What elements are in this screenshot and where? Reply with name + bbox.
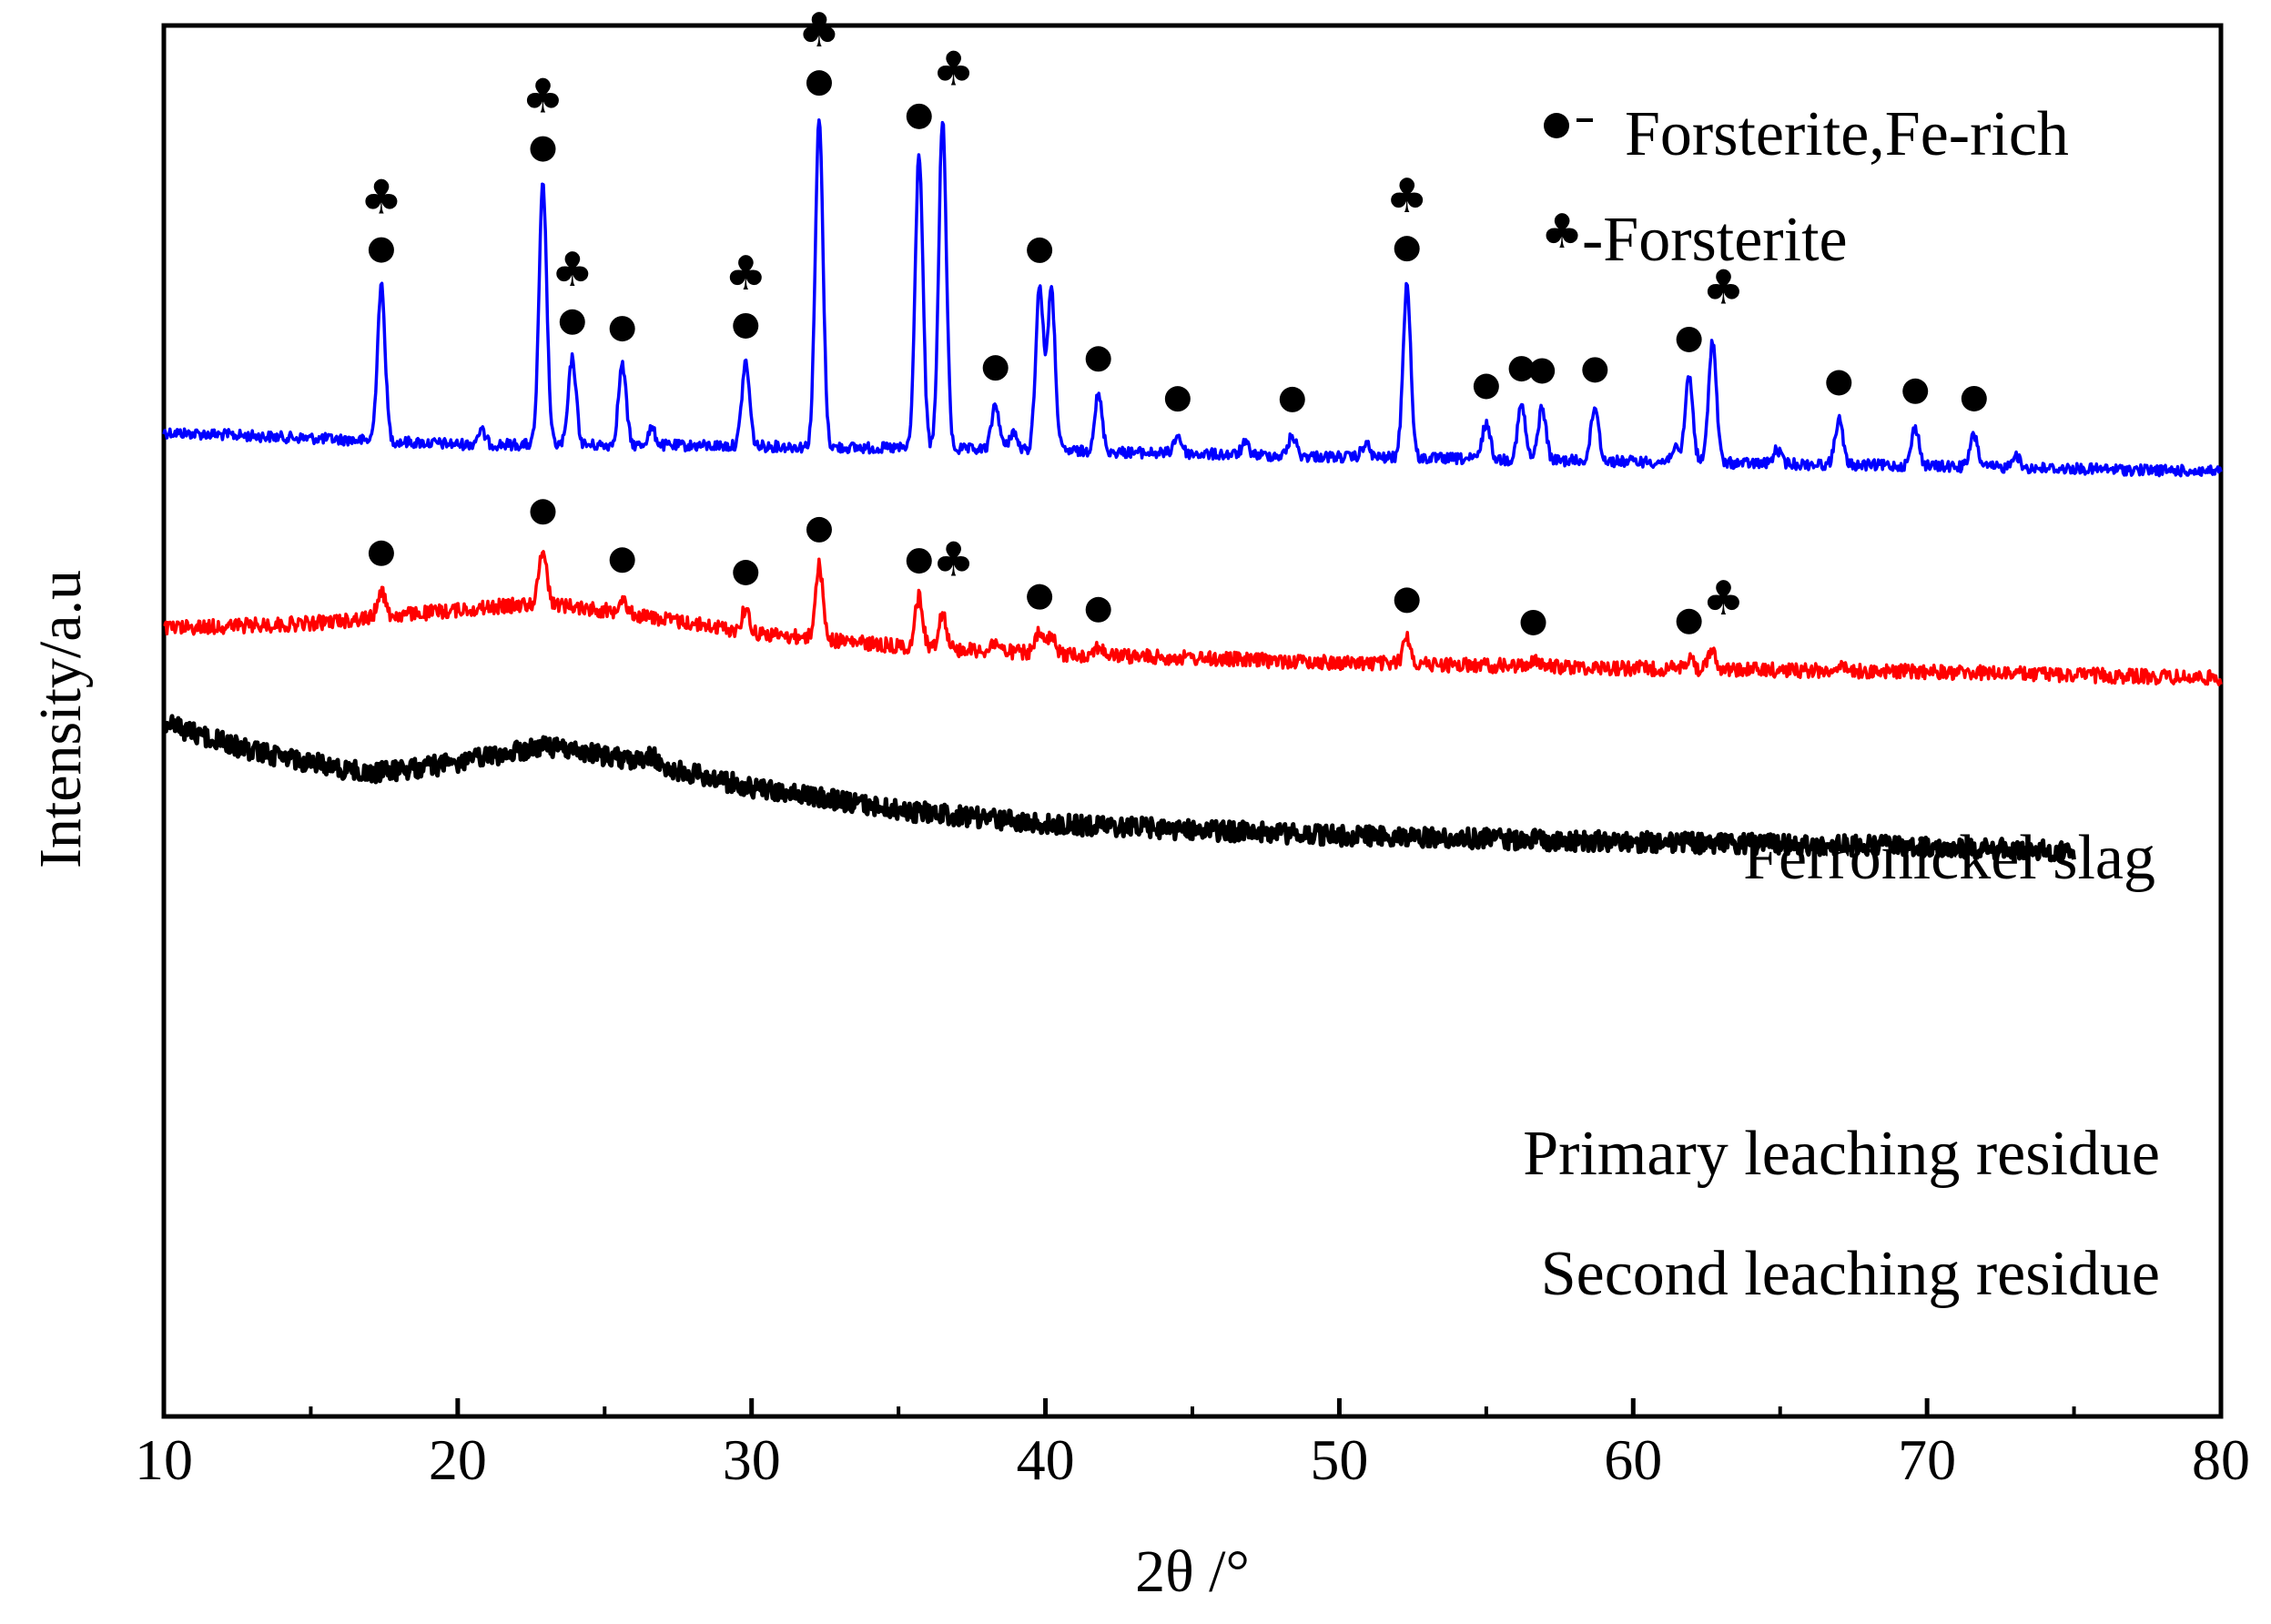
series-line-second-leaching-residue: [161, 714, 2076, 863]
legend: Forsterite,Fe-rich ♣ -Forsterite: [1541, 99, 2069, 275]
series-label-ferronickel-slag: Ferronickel slag: [1743, 823, 2155, 893]
club-marker-icon: ♣: [1702, 572, 1745, 626]
circle-marker-icon: [1394, 587, 1420, 614]
circle-marker-icon: [368, 540, 394, 566]
circle-marker-icon: [530, 499, 556, 525]
club-marker-icon: ♣: [1702, 260, 1745, 315]
circle-marker-icon: [1508, 356, 1535, 382]
circle-marker-icon: [733, 312, 759, 339]
x-tick-label: 80: [2192, 1427, 2250, 1492]
circle-marker-icon: [906, 103, 932, 129]
x-tick-label: 10: [135, 1427, 193, 1492]
circle-marker-icon: [1520, 609, 1546, 635]
x-axis-ticks: 10 20 30 40 50 60 70 80: [135, 1398, 2250, 1492]
x-tick-label: 30: [723, 1427, 781, 1492]
circle-marker-icon: [1902, 378, 1929, 404]
circle-marker-icon: [982, 355, 1009, 381]
club-marker-icon: ♣: [551, 243, 593, 298]
circle-marker-icon: [1027, 584, 1053, 610]
x-tick-label: 60: [1604, 1427, 1662, 1492]
traces: [161, 117, 2223, 863]
series-label-primary-leaching-residue: Primary leaching residue: [1523, 1119, 2160, 1189]
club-marker-icon: ♣: [360, 171, 403, 226]
x-tick-label: 50: [1310, 1427, 1368, 1492]
circle-marker-icon: [368, 237, 394, 263]
circle-marker-icon: [1961, 385, 1987, 411]
series-line-ferronickel-slag: [162, 117, 2223, 478]
plot-frame: [161, 23, 2224, 1419]
x-tick-label: 20: [429, 1427, 487, 1492]
circle-marker-icon: [1582, 357, 1608, 383]
legend-circle-marker-icon: [1544, 113, 1569, 138]
y-axis-title: Intensity/a.u: [27, 570, 94, 868]
series-label-second-leaching-residue: Second leaching residue: [1541, 1239, 2160, 1309]
legend-label-fe-rich: Forsterite,Fe-rich: [1625, 99, 2069, 169]
club-marker-icon: ♣: [798, 4, 841, 58]
circle-marker-icon: [559, 309, 585, 335]
circle-marker-icon: [1279, 386, 1305, 412]
club-marker-icon: ♣: [1385, 169, 1428, 224]
series-line-primary-leaching-residue: [163, 550, 2223, 686]
circle-marker-icon: [733, 560, 759, 585]
x-axis-title: 2θ /°: [1135, 1538, 1250, 1605]
circle-marker-icon: [1085, 346, 1111, 372]
circle-marker-icon: [1676, 608, 1702, 634]
circle-marker-icon: [1676, 326, 1702, 352]
legend-label-forsterite: -Forsterite: [1582, 205, 1848, 275]
circle-marker-icon: [530, 136, 556, 162]
circle-marker-icon: [806, 70, 832, 96]
circle-marker-icon: [1826, 370, 1852, 396]
legend-club-marker-icon: ♣: [1541, 205, 1584, 259]
club-marker-icon: ♣: [932, 533, 975, 587]
x-tick-label: 40: [1017, 1427, 1075, 1492]
circle-marker-icon: [609, 547, 635, 573]
circle-marker-icon: [1085, 596, 1111, 623]
circle-marker-icon: [1529, 358, 1556, 384]
circle-marker-icon: [1394, 236, 1420, 262]
club-marker-icon: ♣: [725, 247, 767, 301]
peak-markers: ♣ ♣ ♣ ♣ ♣ ♣ ♣ ♣ ♣ ♣: [360, 4, 1987, 635]
circle-marker-icon: [609, 316, 635, 342]
circle-marker-icon: [1164, 386, 1191, 412]
x-tick-label: 70: [1898, 1427, 1956, 1492]
club-marker-icon: ♣: [932, 42, 975, 96]
circle-marker-icon: [806, 516, 832, 543]
club-marker-icon: ♣: [522, 70, 564, 125]
circle-marker-icon: [906, 548, 932, 574]
circle-marker-icon: [1027, 237, 1053, 263]
circle-marker-icon: [1473, 373, 1499, 400]
